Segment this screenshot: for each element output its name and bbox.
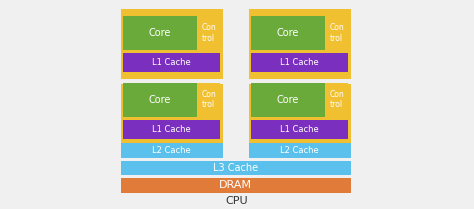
Text: L3 Cache: L3 Cache bbox=[213, 163, 258, 173]
Bar bbox=[251, 53, 348, 72]
Bar bbox=[251, 120, 348, 139]
Bar bbox=[249, 84, 351, 148]
Text: Core: Core bbox=[277, 95, 299, 105]
Bar bbox=[123, 16, 197, 50]
Bar bbox=[251, 83, 325, 117]
Bar bbox=[325, 83, 348, 117]
Text: L2 Cache: L2 Cache bbox=[281, 146, 319, 155]
Bar bbox=[123, 120, 220, 139]
Bar bbox=[249, 143, 351, 158]
Bar bbox=[197, 16, 220, 50]
Text: L1 Cache: L1 Cache bbox=[281, 58, 319, 67]
Text: L1 Cache: L1 Cache bbox=[153, 58, 191, 67]
Text: Core: Core bbox=[149, 28, 171, 38]
Bar bbox=[121, 161, 351, 175]
Bar bbox=[121, 84, 223, 148]
Bar bbox=[249, 9, 351, 79]
Text: Con
trol: Con trol bbox=[201, 23, 216, 43]
Text: Core: Core bbox=[149, 95, 171, 105]
Bar bbox=[123, 83, 197, 117]
Text: Con
trol: Con trol bbox=[329, 90, 344, 110]
Bar bbox=[325, 16, 348, 50]
Bar bbox=[123, 53, 220, 72]
Bar bbox=[121, 143, 223, 158]
Bar bbox=[251, 16, 325, 50]
Bar bbox=[121, 178, 351, 193]
Bar bbox=[121, 9, 223, 79]
Text: Con
trol: Con trol bbox=[329, 23, 344, 43]
Text: L2 Cache: L2 Cache bbox=[153, 146, 191, 155]
Text: Core: Core bbox=[277, 28, 299, 38]
Text: L1 Cache: L1 Cache bbox=[153, 125, 191, 134]
Text: DRAM: DRAM bbox=[219, 181, 252, 190]
Text: Con
trol: Con trol bbox=[201, 90, 216, 110]
Text: L1 Cache: L1 Cache bbox=[281, 125, 319, 134]
Bar bbox=[197, 83, 220, 117]
Text: CPU: CPU bbox=[226, 196, 248, 206]
